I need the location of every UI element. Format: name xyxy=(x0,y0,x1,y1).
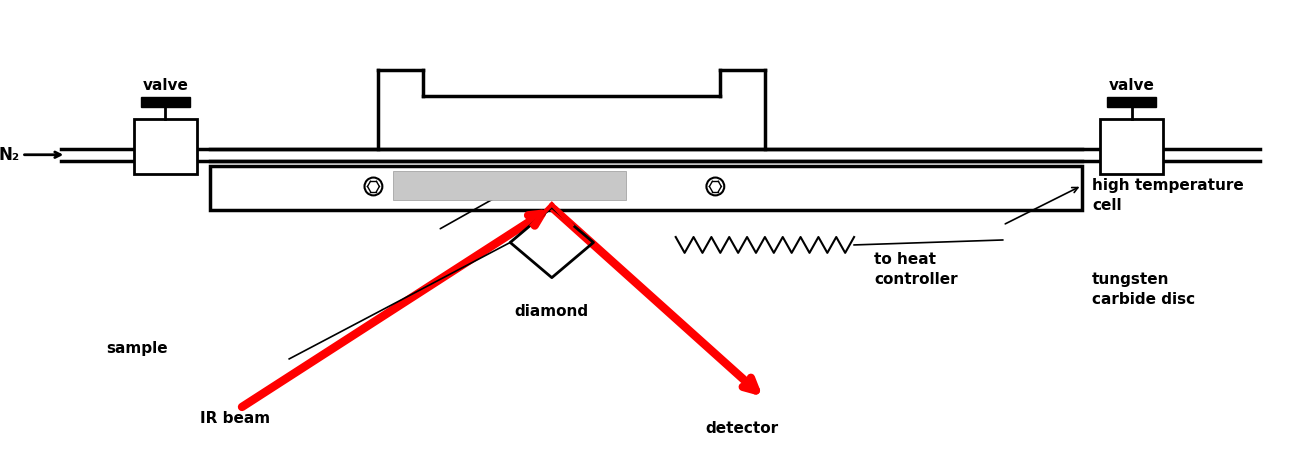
Bar xyxy=(1100,119,1163,174)
Text: tungsten
carbide disc: tungsten carbide disc xyxy=(1092,272,1196,307)
Bar xyxy=(133,119,198,174)
Text: to heat
controller: to heat controller xyxy=(874,252,957,287)
Text: high temperature
cell: high temperature cell xyxy=(1092,178,1244,213)
Text: sample: sample xyxy=(106,341,167,357)
Text: valve: valve xyxy=(143,79,188,93)
Text: valve: valve xyxy=(1109,79,1155,93)
Text: IR beam: IR beam xyxy=(200,411,271,426)
Bar xyxy=(140,97,190,107)
Bar xyxy=(209,166,1082,210)
Text: detector: detector xyxy=(705,421,778,436)
Text: diamond: diamond xyxy=(515,304,589,319)
Bar xyxy=(394,170,627,200)
Bar xyxy=(1107,97,1156,107)
Text: N₂: N₂ xyxy=(0,146,20,164)
